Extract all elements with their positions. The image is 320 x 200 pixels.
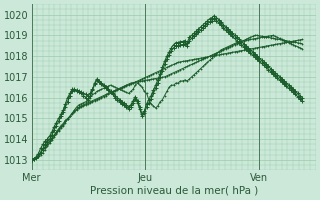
X-axis label: Pression niveau de la mer( hPa ): Pression niveau de la mer( hPa ) <box>90 186 258 196</box>
